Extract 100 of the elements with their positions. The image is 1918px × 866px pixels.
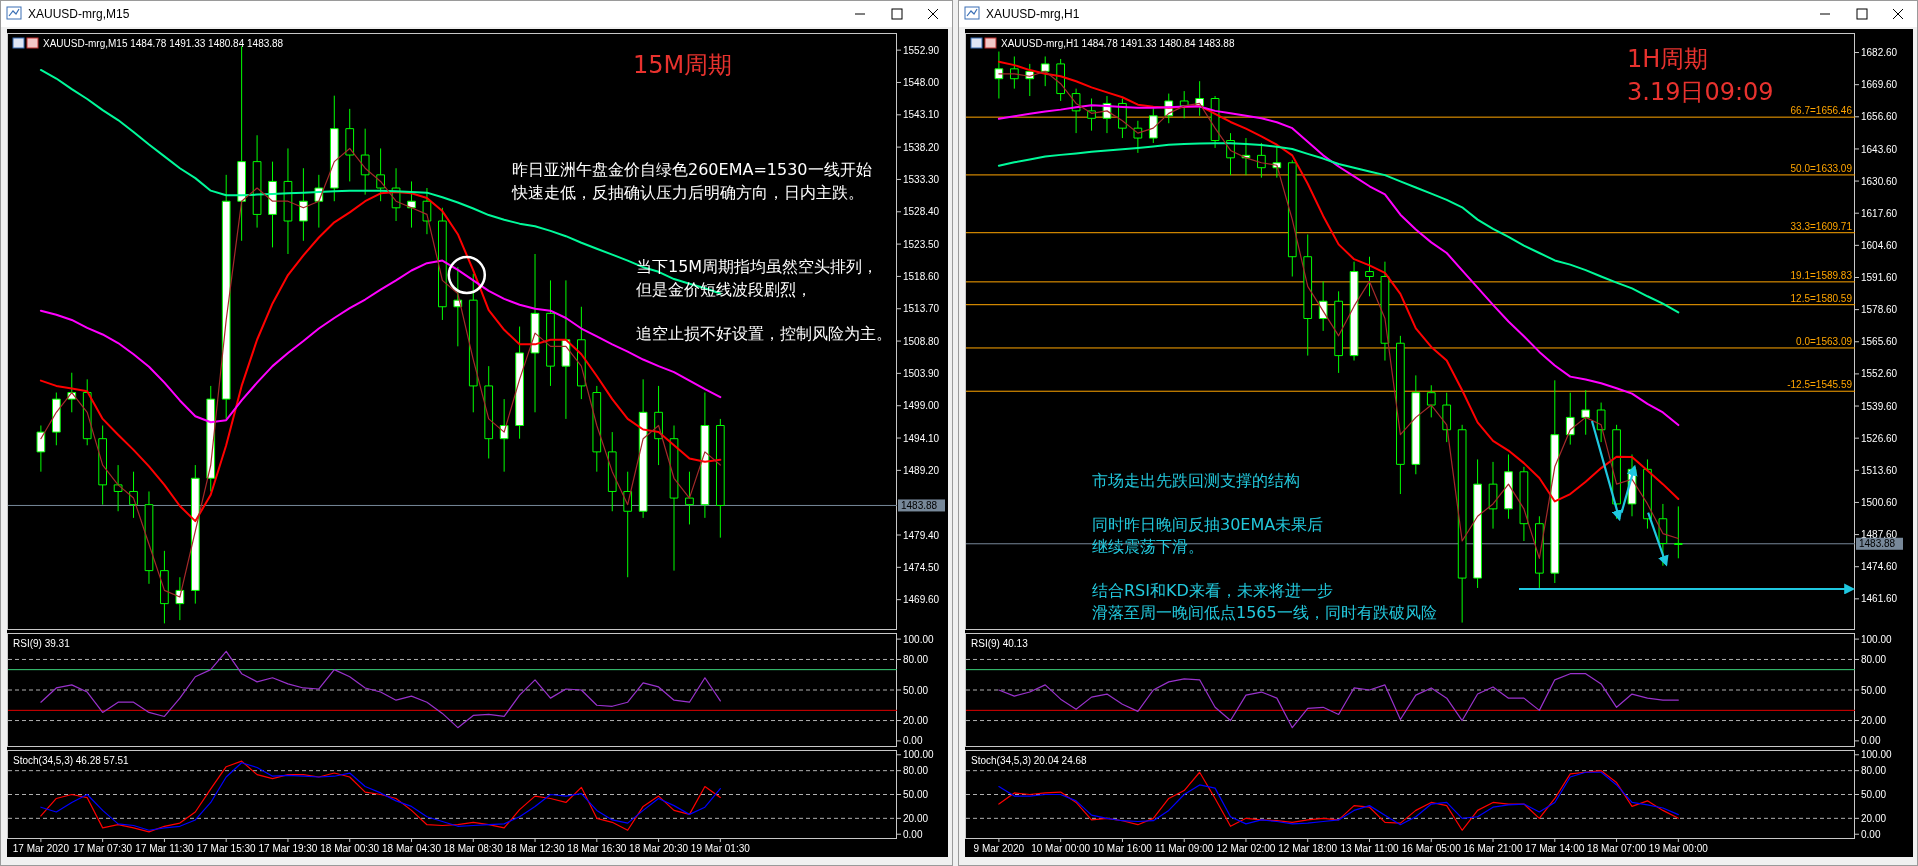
y-tick-label: 0.00 (1861, 735, 1881, 747)
ref-line-label: 50.0=1633.09 (1790, 162, 1853, 174)
candlestick (607, 431, 617, 512)
text: RSI(9) 40.13 (971, 638, 1029, 649)
y-tick-label: 1508.80 (903, 335, 940, 347)
y-tick-label: 1565.60 (1861, 336, 1898, 348)
y-tick-label: 1548.00 (903, 77, 940, 89)
annotation: 同时昨日晚间反抽30EMA未果后 (1092, 515, 1324, 534)
y-tick-label: 1643.60 (1861, 143, 1898, 155)
x-tick-label: 10 Mar 00:00 (1031, 843, 1091, 854)
y-tick-label: 1489.20 (903, 464, 940, 476)
y-tick-label: 1513.60 (1861, 464, 1898, 476)
x-tick-label: 16 Mar 05:00 (1401, 843, 1462, 854)
y-tick-label: 1494.10 (903, 432, 940, 444)
text: XAUUSD-mrg,M15 1484.78 1491.33 1480.84 1483.88 (43, 38, 284, 49)
y-tick-label: 1487.60 (1861, 529, 1898, 541)
candlestick (994, 51, 1004, 100)
x-tick-label: 13 Mar 11:00 (1340, 843, 1400, 854)
x-tick-label: 10 Mar 16:00 (1092, 843, 1153, 854)
y-tick-label: 1552.60 (1861, 368, 1898, 380)
y-tick-label: 1591.60 (1861, 272, 1898, 284)
candlestick (1365, 256, 1374, 297)
candlestick (438, 207, 447, 321)
x-tick-label: 18 Mar 12:30 (505, 843, 565, 854)
candlestick (1519, 466, 1529, 542)
y-tick-label: 100.00 (903, 633, 935, 645)
line-series (998, 673, 1679, 729)
candlestick (499, 398, 509, 473)
candlestick (530, 253, 540, 413)
y-tick-label: 1656.60 (1861, 111, 1898, 123)
candlestick (669, 425, 679, 572)
annotation: 滑落至周一晚间低点1565一线，同时有跌破风险 (1092, 603, 1437, 622)
y-tick-label: 80.00 (903, 765, 929, 777)
candlestick (1303, 233, 1313, 357)
candlestick (407, 180, 416, 229)
ref-line-label: 33.3=1609.71 (1790, 220, 1853, 232)
candlestick (1442, 392, 1452, 443)
text: XAUUSD-mrg,H1 (986, 7, 1080, 21)
y-tick-label: 1518.60 (903, 271, 940, 283)
candlestick (685, 471, 694, 525)
candlestick (468, 273, 478, 413)
x-tick-label: 18 Mar 04:30 (382, 843, 442, 854)
candlestick (283, 147, 293, 255)
candlestick (360, 128, 370, 196)
y-tick-label: 20.00 (1861, 812, 1887, 824)
y-tick-label: 50.00 (1861, 684, 1887, 696)
x-tick-label: 16 Mar 21:00 (1463, 843, 1523, 854)
y-tick-label: 1682.60 (1861, 47, 1898, 59)
candlestick (515, 326, 524, 440)
x-tick-label: 17 Mar 19:30 (258, 843, 318, 854)
x-tick-label: 17 Mar 11:30 (135, 843, 194, 854)
candlestick (160, 550, 169, 624)
y-tick-label: 50.00 (1861, 789, 1887, 801)
candlestick (1673, 505, 1683, 559)
x-tick-label: 19 Mar 01:30 (690, 843, 751, 854)
candlestick (1380, 261, 1390, 362)
annotation: 3.19日09:09 (1627, 78, 1774, 106)
candlestick (1287, 159, 1297, 277)
x-tick-label: 17 Mar 07:30 (73, 843, 133, 854)
text: XAUUSD-mrg,M15 (28, 7, 130, 21)
x-tick-label: 18 Mar 20:30 (629, 843, 689, 854)
y-tick-label: 80.00 (903, 654, 929, 666)
x-tick-label: 17 Mar 14:00 (1525, 843, 1585, 854)
y-tick-label: 1461.60 (1861, 593, 1898, 605)
y-tick-label: 1499.00 (903, 400, 940, 412)
candlestick (1473, 458, 1482, 589)
candlestick (144, 490, 154, 585)
y-tick-label: 80.00 (1861, 765, 1887, 777)
x-tick-label: 11 Mar 09:00 (1155, 843, 1214, 854)
ref-line-label: 12.5=1580.59 (1790, 292, 1853, 304)
y-tick-label: 1469.60 (903, 594, 940, 606)
x-tick-label: 9 Mar 2020 (973, 843, 1025, 854)
y-tick-label: 1500.60 (1861, 497, 1898, 509)
ref-line-label: 0.0=1563.09 (1796, 335, 1853, 347)
x-tick-label: 12 Mar 02:00 (1216, 843, 1276, 854)
candlestick (484, 365, 494, 459)
y-tick-label: 1474.60 (1861, 561, 1898, 573)
candlestick (1550, 379, 1560, 584)
y-tick-label: 1474.50 (903, 561, 940, 573)
y-tick-label: 1526.60 (1861, 432, 1898, 444)
y-tick-label: 20.00 (1861, 715, 1887, 727)
y-tick-label: 0.00 (903, 735, 923, 747)
ref-line-label: 1483.88 (901, 500, 938, 512)
candlestick (113, 464, 123, 512)
candlestick (1009, 55, 1019, 90)
candlestick (1411, 374, 1421, 475)
candlestick (190, 464, 200, 605)
annotation: 昨日亚洲午盘金价自绿色260EMA=1530一线开始 (512, 160, 872, 179)
y-tick-label: 1523.50 (903, 238, 940, 250)
y-tick-label: 1538.20 (903, 141, 940, 153)
candlestick (1040, 55, 1050, 87)
ref-line-label: 1483.88 (1859, 538, 1896, 550)
candlestick (237, 45, 246, 242)
annotation: 结合RSI和KD来看，未来将进一步 (1092, 581, 1333, 600)
x-tick-label: 18 Mar 16:30 (567, 843, 627, 854)
candlestick (221, 174, 231, 420)
y-tick-label: 100.00 (1861, 749, 1893, 761)
annotation: 1H周期 (1627, 45, 1709, 73)
ref-line-label: 19.1=1589.83 (1790, 269, 1853, 281)
y-tick-label: 20.00 (903, 715, 929, 727)
